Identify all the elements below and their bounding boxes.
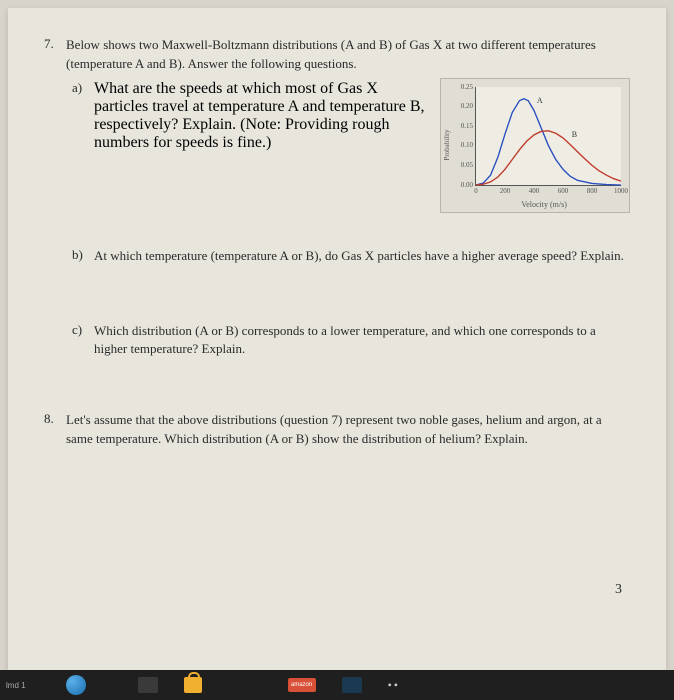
taskbar-more-icon[interactable]: ••: [388, 674, 400, 696]
document-page: 7. Below shows two Maxwell-Boltzmann dis…: [8, 8, 666, 670]
taskbar-app2-icon[interactable]: [342, 674, 362, 696]
chart-curves: [476, 87, 621, 185]
q7a-text: What are the speeds at which most of Gas…: [94, 80, 440, 152]
taskbar-lock-icon[interactable]: [184, 674, 202, 696]
chart-ylabel: Probability: [443, 130, 451, 161]
q7c-letter: c): [72, 322, 94, 338]
question-7: 7. Below shows two Maxwell-Boltzmann dis…: [44, 36, 630, 359]
chart-xlabel: Velocity (m/s): [521, 200, 567, 209]
page-number: 3: [615, 582, 622, 598]
taskbar: lmd 1 amazon ••: [0, 670, 674, 700]
q7b-text: At which temperature (temperature A or B…: [94, 247, 630, 266]
q7-number: 7.: [44, 36, 66, 52]
taskbar-chip[interactable]: amazon: [288, 674, 316, 696]
taskbar-app-icon[interactable]: [138, 674, 158, 696]
q8-number: 8.: [44, 411, 66, 427]
q7a-letter: a): [72, 80, 94, 96]
taskbar-chip-label: amazon: [291, 682, 312, 688]
q8-text: Let's assume that the above distribution…: [66, 411, 630, 449]
maxwell-chart: Probability 0.000.050.100.150.200.250200…: [440, 78, 630, 213]
q7b-letter: b): [72, 247, 94, 263]
question-8: 8. Let's assume that the above distribut…: [44, 411, 630, 449]
taskbar-avatar-icon[interactable]: [66, 674, 86, 696]
q7-intro: Below shows two Maxwell-Boltzmann distri…: [66, 36, 630, 74]
taskbar-label: lmd 1: [6, 674, 26, 696]
q7c-text: Which distribution (A or B) corresponds …: [94, 322, 630, 360]
